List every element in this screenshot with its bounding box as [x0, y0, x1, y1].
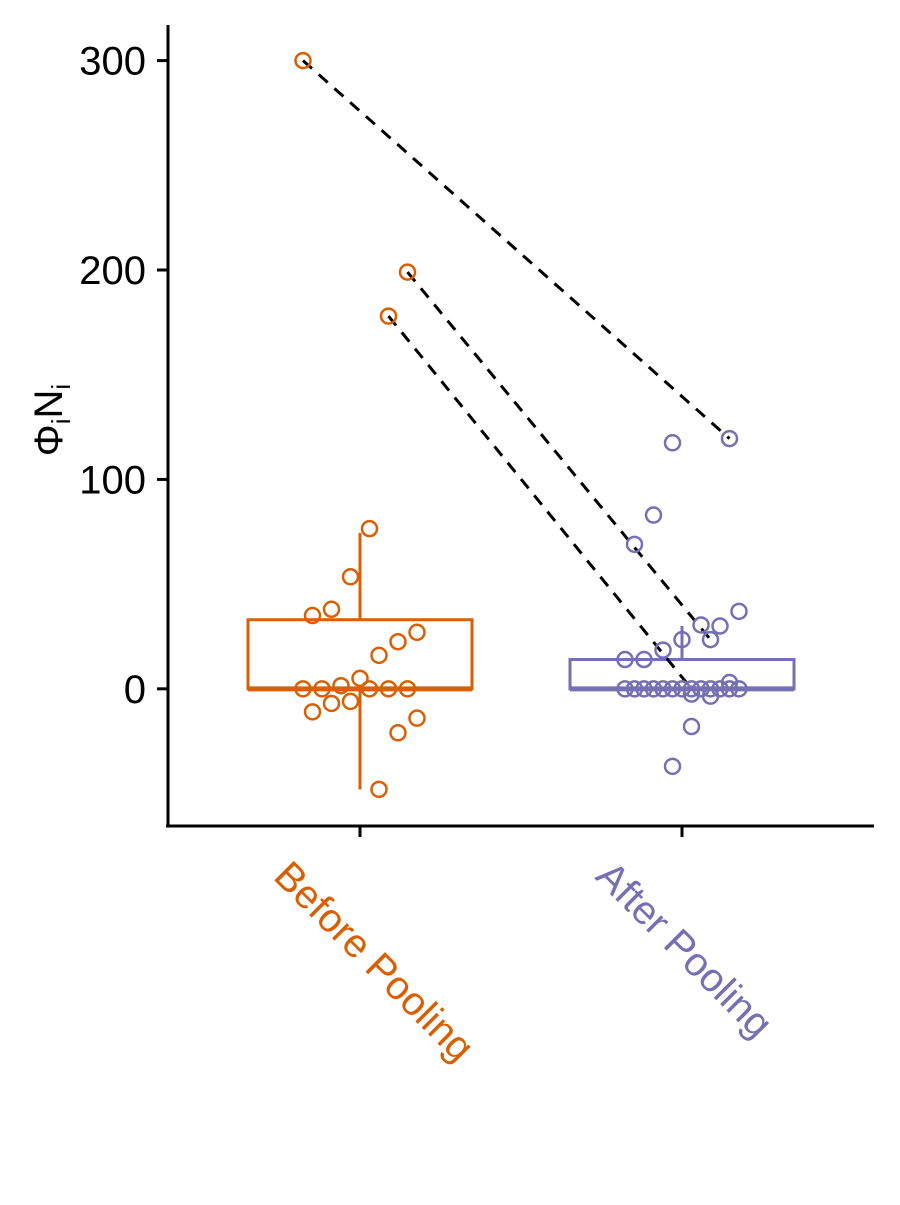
- point: [692, 680, 710, 698]
- point: [360, 519, 379, 538]
- point: [389, 632, 407, 651]
- point: [654, 680, 672, 698]
- pair-line: [387, 315, 693, 690]
- y-tick-label: 100: [79, 458, 146, 502]
- point: [294, 680, 312, 698]
- point: [701, 680, 720, 698]
- point: [322, 694, 341, 713]
- point: [673, 630, 691, 649]
- point: [644, 680, 663, 698]
- y-label-part: Φ: [27, 424, 71, 456]
- point: [303, 703, 322, 721]
- point: [370, 780, 388, 799]
- box: [246, 618, 474, 691]
- point: [635, 650, 653, 669]
- point: [654, 641, 672, 659]
- point: [673, 680, 691, 698]
- point: [625, 680, 644, 698]
- point: [682, 717, 701, 736]
- pair-line: [302, 59, 731, 440]
- point: [635, 680, 653, 698]
- point: [730, 602, 748, 621]
- y-label-part: N: [27, 390, 71, 419]
- point: [379, 307, 398, 325]
- point: [644, 506, 663, 524]
- point: [701, 630, 720, 649]
- point: [303, 606, 322, 625]
- point: [720, 680, 739, 698]
- point: [313, 680, 331, 698]
- point: [341, 692, 360, 711]
- y-axis-label: ΦiNi: [27, 384, 76, 456]
- point: [663, 757, 682, 776]
- point: [625, 535, 644, 554]
- point: [332, 676, 350, 695]
- point: [398, 263, 417, 281]
- point: [322, 600, 341, 619]
- point: [692, 616, 710, 634]
- point: [341, 568, 360, 586]
- y-tick-label: 0: [124, 668, 146, 712]
- point: [398, 680, 417, 698]
- point: [408, 623, 426, 642]
- point: [408, 709, 426, 727]
- point: [663, 434, 682, 452]
- y-label-sub: i: [46, 418, 76, 424]
- point: [389, 724, 407, 742]
- x-tick-label: After Pooling: [588, 853, 781, 1046]
- point: [616, 650, 634, 669]
- point: [711, 680, 729, 698]
- y-tick-label: 300: [79, 40, 146, 84]
- point: [682, 685, 701, 703]
- point: [730, 680, 748, 698]
- point: [616, 680, 634, 698]
- point: [720, 429, 739, 448]
- point: [663, 680, 682, 698]
- point: [370, 646, 388, 665]
- point: [682, 680, 701, 698]
- point: [294, 51, 312, 70]
- point: [351, 669, 369, 688]
- y-label-sub: i: [46, 384, 76, 390]
- box: [568, 658, 796, 691]
- point: [379, 680, 398, 698]
- pair-line: [406, 271, 712, 641]
- x-tick-label: Before Pooling: [266, 853, 483, 1070]
- y-tick-label: 200: [79, 249, 146, 293]
- point: [360, 680, 379, 698]
- point: [711, 617, 729, 635]
